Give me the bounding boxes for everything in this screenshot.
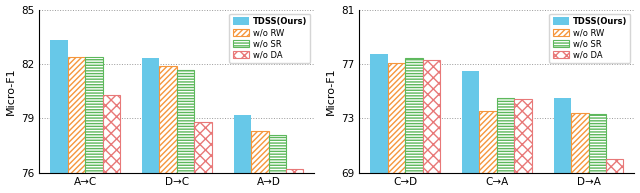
Bar xyxy=(515,99,532,173)
Bar xyxy=(195,122,212,173)
Bar xyxy=(606,159,623,173)
Bar xyxy=(234,115,251,173)
Bar xyxy=(269,135,286,173)
Bar xyxy=(405,58,422,173)
Bar xyxy=(68,57,85,173)
Bar xyxy=(68,57,85,173)
Bar xyxy=(177,70,195,173)
Bar xyxy=(142,58,159,173)
Bar xyxy=(388,63,405,173)
Bar xyxy=(370,54,388,173)
Bar xyxy=(571,113,589,173)
Bar xyxy=(405,58,422,173)
Bar xyxy=(286,169,303,173)
Bar xyxy=(251,131,269,173)
Bar xyxy=(422,60,440,173)
Bar xyxy=(85,57,102,173)
Bar xyxy=(606,159,623,173)
Bar xyxy=(497,98,515,173)
Bar xyxy=(554,98,571,173)
Bar xyxy=(177,70,195,173)
Bar xyxy=(50,40,68,173)
Bar xyxy=(102,95,120,173)
Bar xyxy=(589,114,606,173)
Bar xyxy=(479,111,497,173)
Bar xyxy=(422,60,440,173)
Bar xyxy=(497,98,515,173)
Legend: TDSS(Ours), w/o RW, w/o SR, w/o DA: TDSS(Ours), w/o RW, w/o SR, w/o DA xyxy=(229,14,310,63)
Bar xyxy=(589,114,606,173)
Bar xyxy=(102,95,120,173)
Bar xyxy=(571,113,589,173)
Bar xyxy=(251,131,269,173)
Bar xyxy=(195,122,212,173)
Legend: TDSS(Ours), w/o RW, w/o SR, w/o DA: TDSS(Ours), w/o RW, w/o SR, w/o DA xyxy=(549,14,630,63)
Bar xyxy=(286,169,303,173)
Bar xyxy=(388,63,405,173)
Bar xyxy=(515,99,532,173)
Bar xyxy=(269,135,286,173)
Bar xyxy=(85,57,102,173)
Bar xyxy=(159,66,177,173)
Y-axis label: Micro-F1: Micro-F1 xyxy=(6,67,15,115)
Bar xyxy=(462,71,479,173)
Y-axis label: Micro-F1: Micro-F1 xyxy=(326,67,335,115)
Bar xyxy=(479,111,497,173)
Bar xyxy=(159,66,177,173)
